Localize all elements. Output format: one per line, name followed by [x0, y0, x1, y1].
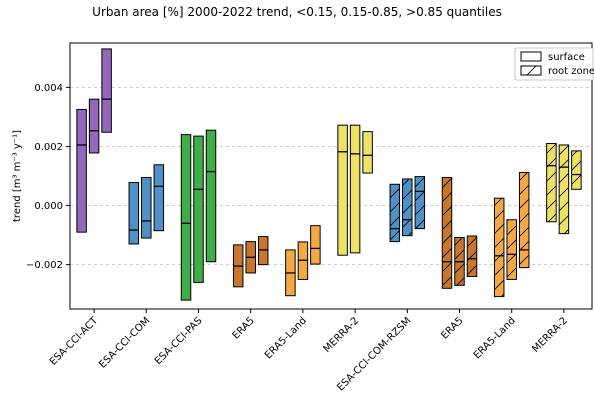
- range-box-hatch: [402, 178, 413, 236]
- range-box-hatch: [506, 219, 517, 280]
- box-group: [493, 171, 530, 298]
- range-box: [310, 225, 321, 265]
- box-group: [389, 176, 426, 243]
- range-box: [76, 109, 87, 233]
- range-box: [257, 236, 269, 266]
- legend: surface root zone: [514, 47, 594, 81]
- y-tick-label: −0.002: [26, 260, 63, 271]
- box-group: [337, 124, 373, 256]
- x-tick-label: ERA5-Land: [263, 315, 309, 361]
- plot-frame: [69, 42, 593, 310]
- range-box: [101, 48, 112, 133]
- x-tick-label: ESA-CCI-ACT: [48, 315, 101, 368]
- range-box-hatch: [571, 150, 582, 190]
- x-tick-label: ERA5: [231, 315, 257, 341]
- y-tick-label: 0.004: [34, 83, 63, 94]
- range-box-hatch: [559, 144, 569, 234]
- y-axis-label: trend [m³ m⁻³ y⁻¹]: [12, 130, 23, 222]
- x-tick-label: ERA5: [439, 315, 465, 341]
- range-box-hatch: [494, 198, 504, 297]
- box-group: [76, 48, 112, 233]
- x-tick-label: ERA5-Land: [472, 315, 518, 361]
- box-group: [441, 176, 478, 289]
- range-box-hatch: [442, 177, 452, 289]
- range-box: [193, 135, 204, 283]
- range-box: [205, 129, 217, 263]
- x-tick-label: ESA-CCI-PAS: [153, 315, 205, 367]
- gridlines: [70, 86, 592, 266]
- box-group: [546, 142, 582, 235]
- range-box: [141, 176, 152, 239]
- x-tick-label: ESA-CCI-COM: [97, 315, 152, 370]
- y-tick-label: 0.002: [34, 142, 63, 153]
- box-group: [128, 164, 165, 245]
- legend-swatch-root-zone: [520, 65, 542, 76]
- y-tick-label: 0.000: [34, 201, 63, 212]
- box-group: [232, 236, 269, 288]
- legend-swatch-surface: [520, 51, 542, 62]
- range-box: [337, 124, 348, 256]
- boxes: [76, 48, 582, 301]
- chart-title: Urban area [%] 2000-2022 trend, <0.15, 0…: [92, 5, 502, 19]
- range-box: [180, 134, 192, 301]
- range-box-hatch: [546, 143, 557, 222]
- range-box-hatch: [390, 184, 400, 242]
- legend-label-root-zone: root zone: [548, 66, 594, 77]
- x-tick-label: MERRA-2: [530, 315, 570, 355]
- y-axis: −0.002 0.000 0.002 0.004: [26, 83, 70, 271]
- box-group: [180, 129, 217, 301]
- range-box-hatch: [519, 172, 529, 268]
- range-box-hatch: [467, 235, 477, 277]
- range-box: [128, 182, 140, 245]
- range-box: [88, 98, 100, 154]
- x-tick-label: MERRA-2: [322, 315, 362, 355]
- range-box: [153, 164, 165, 232]
- range-box: [362, 131, 373, 174]
- range-box: [349, 124, 361, 254]
- box-group: [285, 225, 321, 297]
- legend-label-surface: surface: [548, 52, 585, 63]
- range-box-hatch: [415, 176, 425, 229]
